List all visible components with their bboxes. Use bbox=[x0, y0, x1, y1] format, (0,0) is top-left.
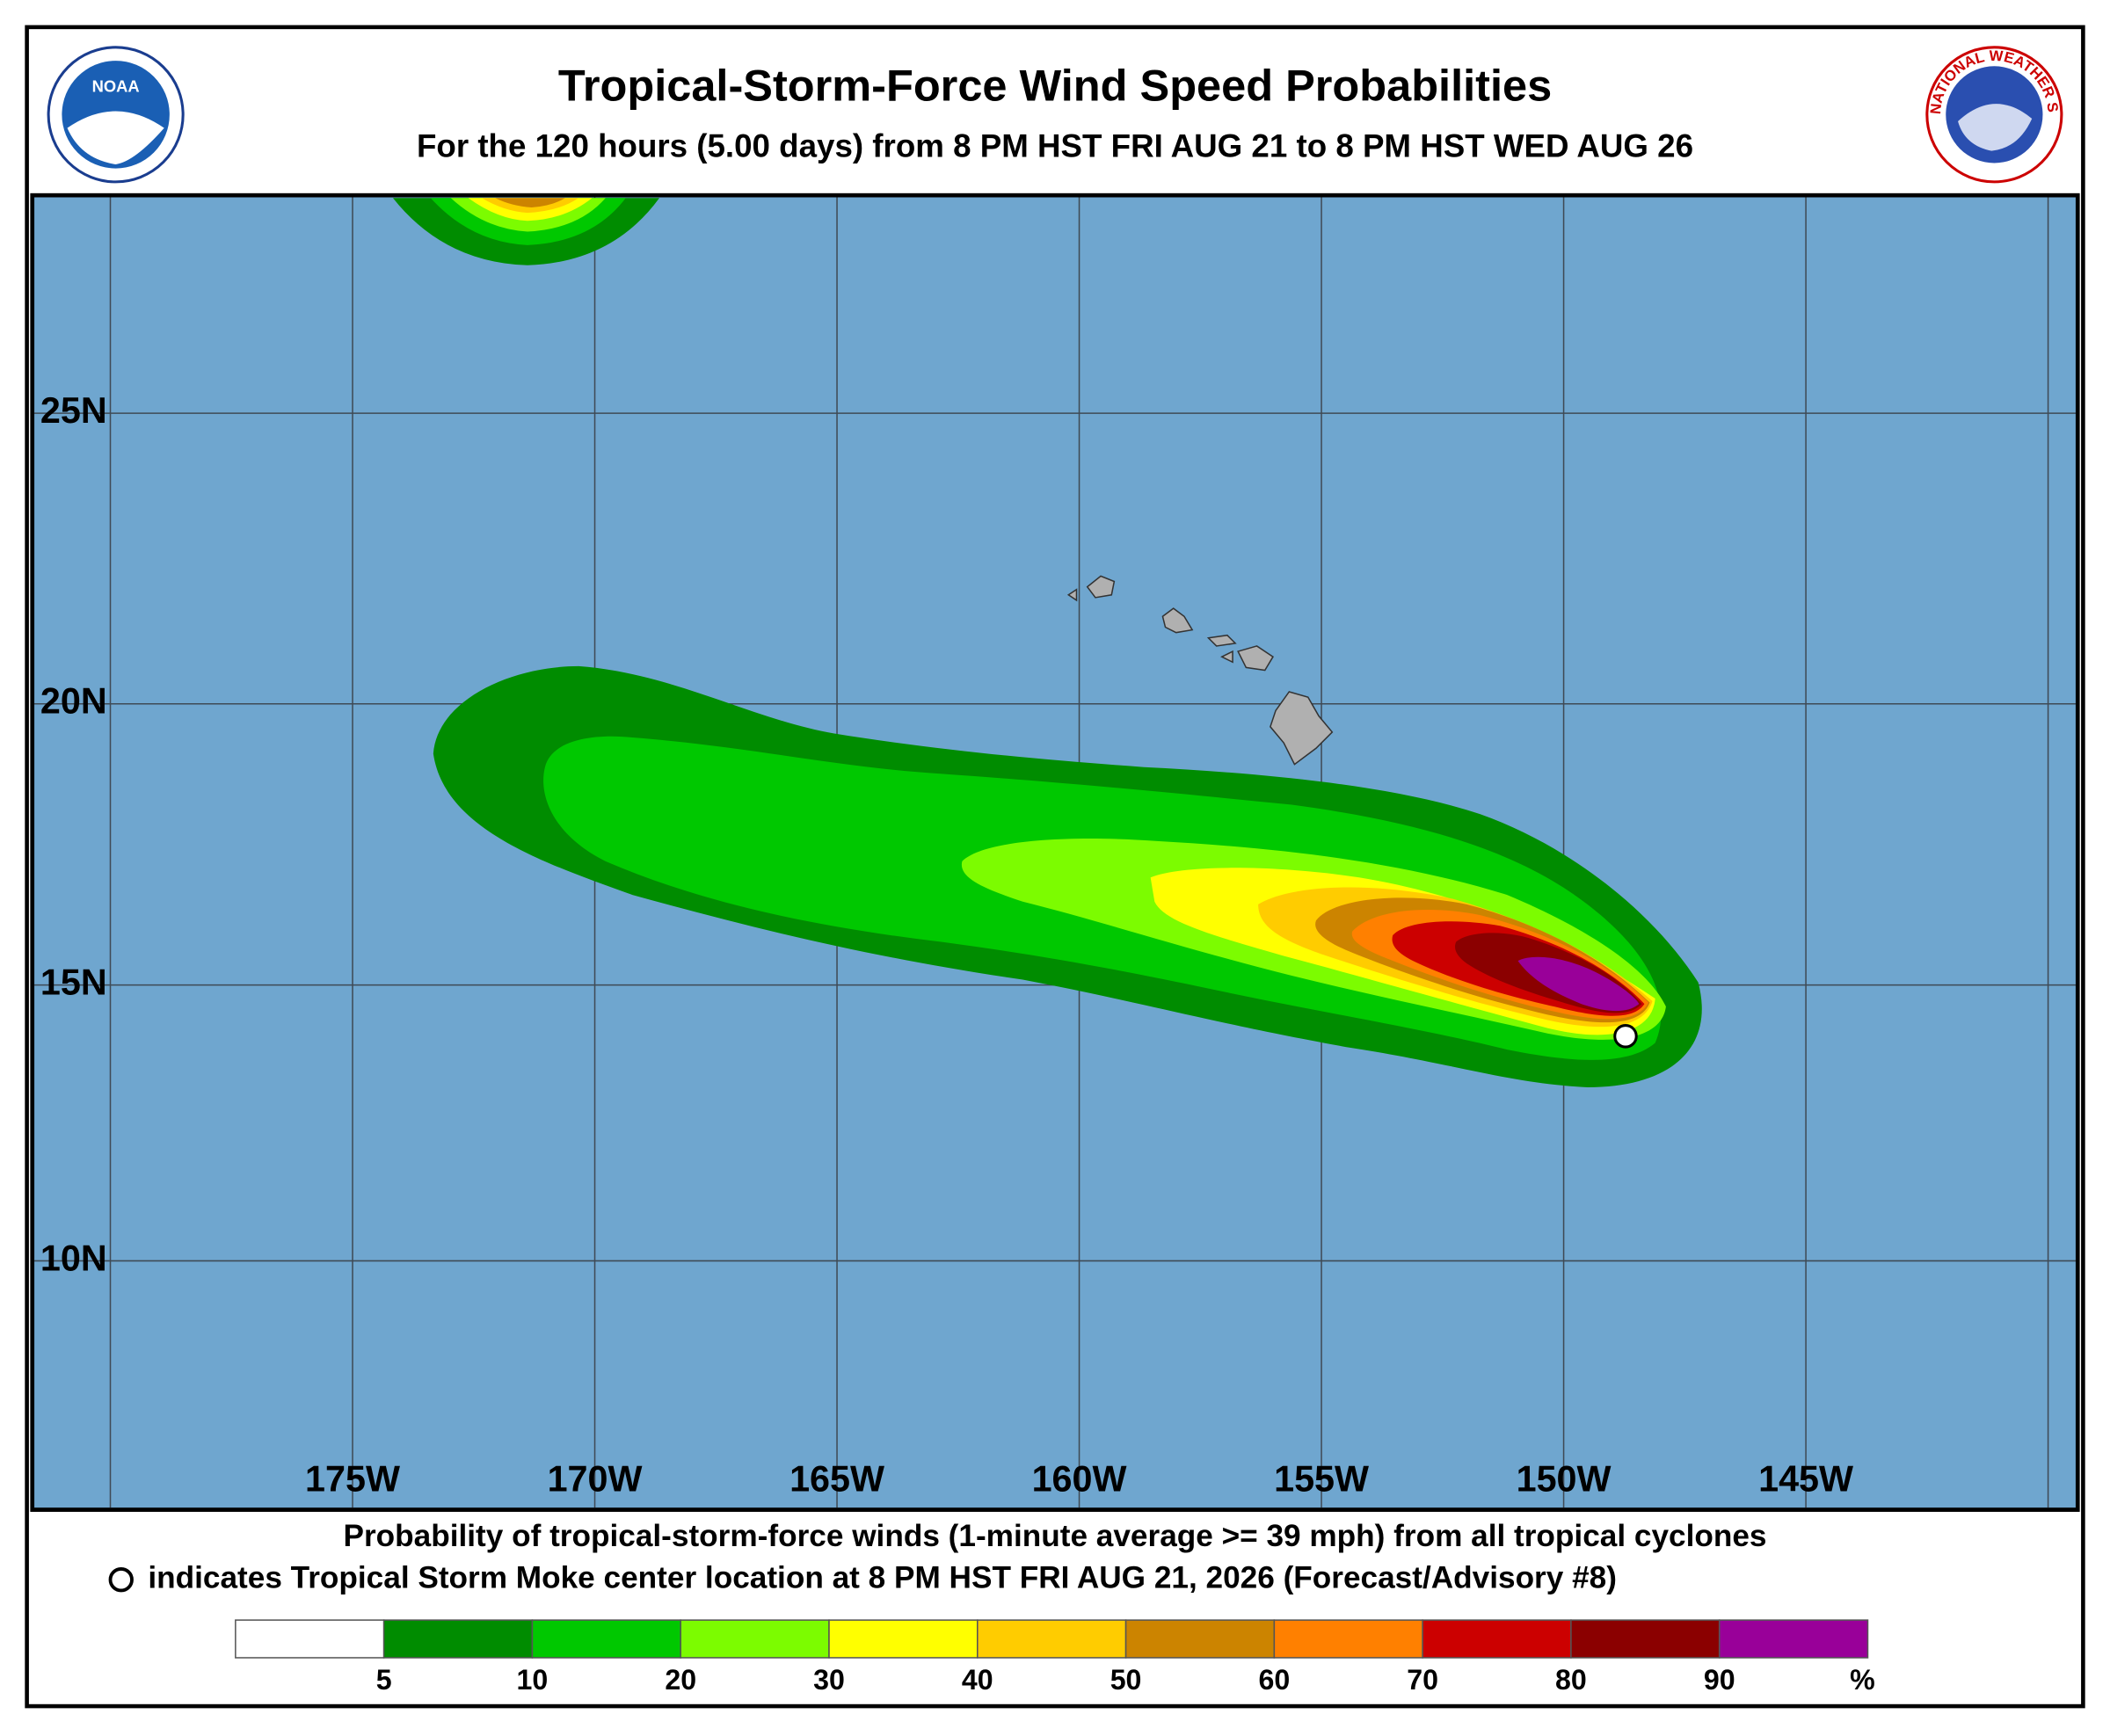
map: 25N 20N 15N 10N 175W 170W 165W 160W 155W 150W 145W bbox=[30, 192, 2080, 1512]
legend-swatch bbox=[235, 1619, 385, 1659]
legend-label: 10 bbox=[517, 1664, 549, 1696]
legend-label: 80 bbox=[1555, 1664, 1587, 1696]
coordinate-labels: 25N 20N 15N 10N 175W 170W 165W 160W 155W 150W 145W bbox=[40, 390, 1853, 1499]
noaa-logo-text: NOAA bbox=[92, 76, 140, 95]
legend-swatch bbox=[1570, 1619, 1721, 1659]
lon-label: 150W bbox=[1517, 1458, 1612, 1499]
lat-label: 10N bbox=[40, 1238, 107, 1278]
lon-label: 160W bbox=[1032, 1458, 1127, 1499]
legend-swatch bbox=[1273, 1619, 1423, 1659]
lon-label: 145W bbox=[1758, 1458, 1853, 1499]
legend-label: 5 bbox=[376, 1664, 392, 1696]
legend-swatch bbox=[382, 1619, 534, 1659]
map-border bbox=[30, 192, 2080, 1512]
hawaiian-islands bbox=[1066, 575, 1334, 766]
legend-swatch bbox=[828, 1619, 979, 1659]
storm-center-marker bbox=[1613, 1024, 1638, 1049]
lon-label: 155W bbox=[1274, 1458, 1369, 1499]
legend-swatch bbox=[680, 1619, 830, 1659]
legend-swatch bbox=[977, 1619, 1127, 1659]
noaa-logo: NOAA bbox=[47, 46, 185, 184]
lon-label: 175W bbox=[305, 1458, 400, 1499]
legend-label: 50 bbox=[1110, 1664, 1142, 1696]
legend-swatch bbox=[1718, 1619, 1869, 1659]
probability-contours bbox=[433, 665, 1702, 1087]
legend-unit: % bbox=[1850, 1664, 1875, 1696]
title: Tropical-Storm-Force Wind Speed Probabil… bbox=[558, 61, 1552, 111]
probability-contours-north bbox=[392, 198, 659, 265]
legend: 5 10 20 30 40 50 60 70 80 90% bbox=[235, 1619, 1875, 1696]
legend-label: 70 bbox=[1407, 1664, 1438, 1696]
footer-line-1: Probability of tropical-storm-force wind… bbox=[343, 1519, 1766, 1553]
legend-label: 30 bbox=[813, 1664, 845, 1696]
lon-label: 170W bbox=[548, 1458, 643, 1499]
legend-label: 90 bbox=[1704, 1664, 1735, 1696]
legend-label: 20 bbox=[665, 1664, 696, 1696]
legend-swatch bbox=[1422, 1619, 1572, 1659]
lat-label: 25N bbox=[40, 390, 107, 431]
legend-swatch bbox=[1124, 1619, 1276, 1659]
lon-label: 165W bbox=[789, 1458, 884, 1499]
subtitle: For the 120 hours (5.00 days) from 8 PM … bbox=[417, 127, 1693, 163]
lat-label: 20N bbox=[40, 681, 107, 722]
lat-label: 15N bbox=[40, 962, 107, 1003]
footer-line-2: indicates Tropical Storm Moke center loc… bbox=[148, 1560, 1617, 1594]
legend-label: 40 bbox=[962, 1664, 993, 1696]
legend-label: 60 bbox=[1258, 1664, 1290, 1696]
legend-swatch bbox=[531, 1619, 681, 1659]
center-symbol bbox=[108, 1567, 134, 1593]
